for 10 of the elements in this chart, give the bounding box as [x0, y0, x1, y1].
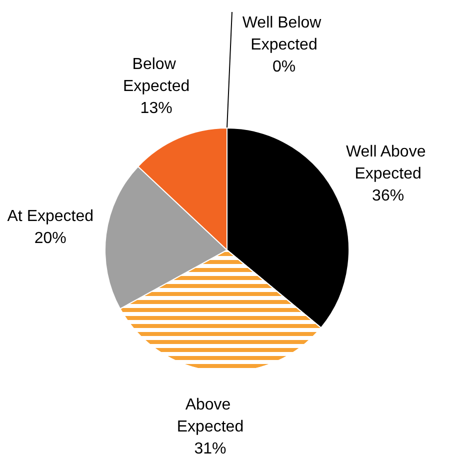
data-label: 31% [194, 440, 226, 458]
text: 0% [272, 58, 296, 76]
slice-label: At Expected [7, 208, 94, 226]
data-label: 36% [372, 188, 404, 205]
data-label: 20% [34, 230, 66, 248]
slice-label: Well Above Expected [346, 144, 430, 183]
category-label: Well Below Expected [242, 14, 322, 54]
slice-label: Below Expected [122, 56, 190, 96]
slice-label: Above Expected [176, 396, 244, 436]
data-label: 13% [140, 100, 172, 118]
